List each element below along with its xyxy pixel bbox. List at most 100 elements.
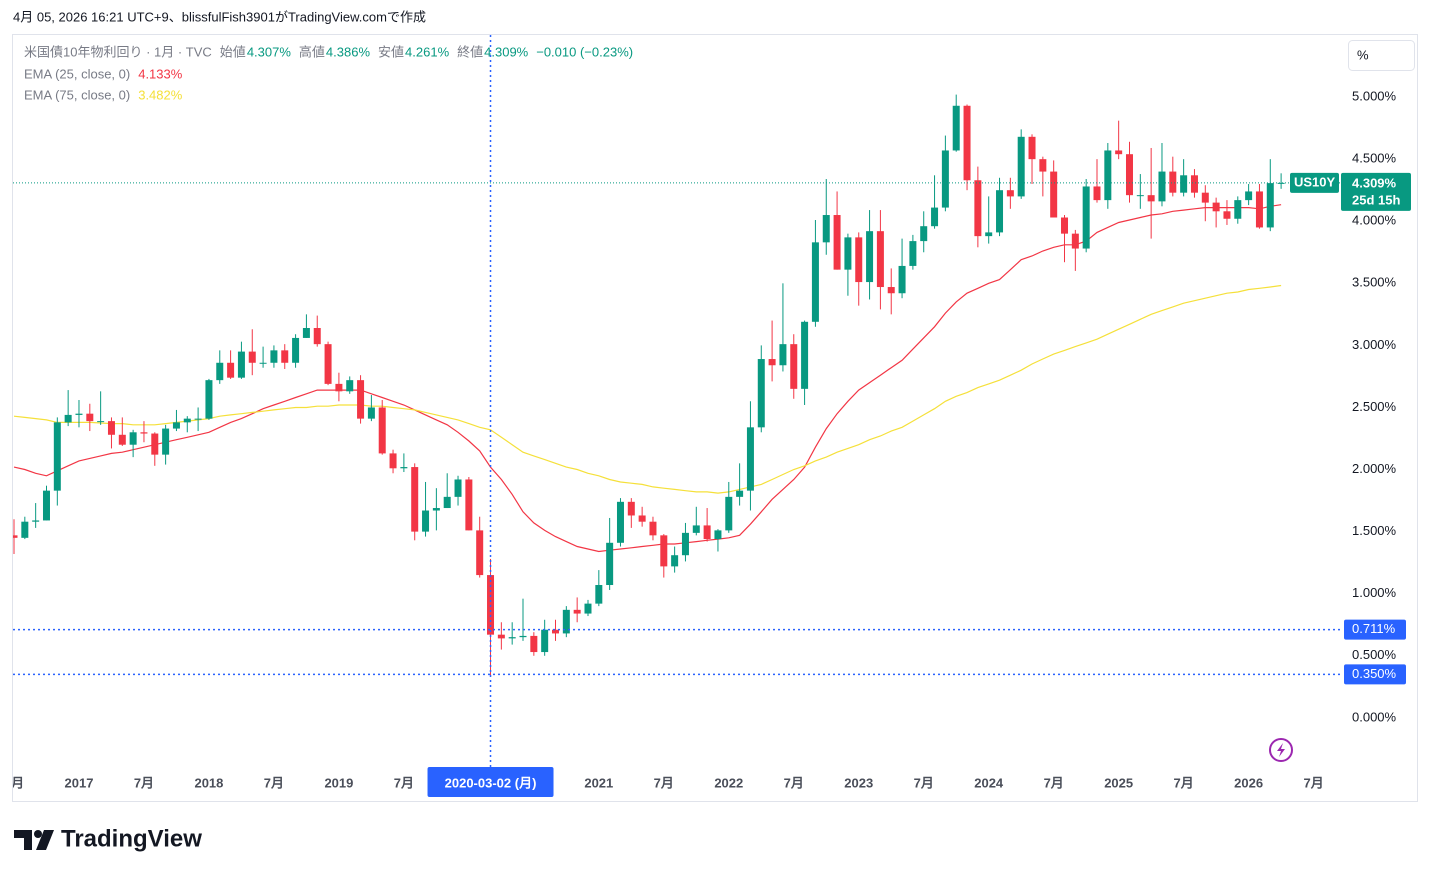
y-tick-label: 4.500% (1352, 151, 1397, 166)
candle-body (13, 535, 18, 538)
x-tick-label: 7月 (394, 775, 414, 790)
candle-body (335, 383, 343, 392)
candle-body (400, 467, 408, 469)
x-tick-label: 7月 (784, 775, 804, 790)
candle-body (681, 532, 689, 556)
candle-body (1245, 191, 1253, 201)
candle-body (97, 421, 105, 423)
x-tick-label: 2022 (714, 775, 743, 790)
candle-body (1125, 154, 1133, 196)
legend-title: 米国債10年物利回り · 1月 · TVC (24, 44, 212, 59)
legend-ohlc-value: 4.261% (405, 44, 450, 59)
y-tick-label: 3.500% (1352, 275, 1397, 290)
chart-frame (12, 34, 1418, 802)
tv-logo-mark (14, 830, 54, 850)
candle-body (801, 321, 809, 389)
candle-body (411, 467, 419, 532)
candle-body (952, 105, 960, 151)
candle-body (1039, 159, 1047, 172)
unit-button-label: % (1357, 47, 1369, 62)
y-tick-label: 1.000% (1352, 585, 1397, 600)
candle-body (357, 380, 365, 419)
y-tick-label: 0.500% (1352, 647, 1397, 662)
candle-body (443, 496, 451, 509)
legend-ohlc-label: 終値 (457, 44, 483, 59)
legend-indicator-name: EMA (75, close, 0) (24, 87, 130, 102)
legend-ohlc-value: 4.386% (326, 44, 371, 59)
candle-body (32, 520, 40, 522)
candle-body (757, 359, 765, 428)
candle-body (1212, 202, 1220, 212)
candle-body (86, 413, 94, 422)
legend-ohlc-label: 始値 (220, 44, 246, 59)
candle-body (627, 501, 635, 516)
candle-body (324, 344, 332, 384)
ema-line (13, 204, 1282, 553)
candle-body (1136, 195, 1144, 197)
candle-body (1082, 186, 1090, 249)
symbol-tag (1290, 172, 1339, 193)
candle-body (64, 414, 72, 423)
candle-body (302, 328, 310, 338)
x-tick-label: 7月 (134, 775, 154, 790)
candle-body (259, 362, 267, 364)
candle-body (281, 350, 289, 363)
candle-body (833, 215, 841, 270)
crosshair-time-tag (427, 767, 554, 797)
x-tick-label: 7月 (1303, 775, 1323, 790)
y-tick-label: 1.500% (1352, 523, 1397, 538)
candle-body (270, 350, 278, 363)
plot-area (13, 94, 1285, 676)
price-tag (1344, 619, 1406, 640)
ema-line (13, 284, 1282, 494)
candle-body (1190, 175, 1198, 193)
candle-body (1104, 150, 1112, 201)
tv-logo-text: TradingView (61, 825, 202, 852)
x-tick-label: 2017 (65, 775, 94, 790)
candle-body (237, 351, 245, 378)
candle-body (1169, 171, 1177, 193)
candle-body (768, 359, 776, 366)
y-tick-label: 3.000% (1352, 337, 1397, 352)
candle-body (692, 525, 700, 533)
legend-ohlc-value: 4.307% (247, 44, 292, 59)
candle-body (941, 150, 949, 208)
candle-body (703, 525, 711, 540)
symbol-tag-label: US10Y (1294, 174, 1336, 189)
candle-body (963, 105, 971, 181)
legend-ohlc-label: 安値 (378, 44, 404, 59)
crosshair-price-tag (1344, 664, 1406, 685)
candle-body (660, 535, 668, 567)
unit-button[interactable] (1348, 40, 1415, 71)
countdown-label: 25d 15h (1352, 192, 1400, 207)
candle-body (21, 521, 29, 538)
x-tick-label: 7月 (914, 775, 934, 790)
time-axis: 7月 2017 7月 2018 7月 2019 7月 2020-03-02 (月) 2021 7月… (13, 767, 1324, 797)
candle-body (378, 407, 386, 454)
legend-indicator-value: 3.482% (138, 87, 183, 102)
y-tick-label: 5.000% (1352, 89, 1397, 104)
candle-body (909, 241, 917, 266)
candle-body (1277, 182, 1285, 184)
candle-body (1115, 150, 1123, 155)
candle-body (454, 479, 462, 497)
candle-body (1071, 233, 1079, 249)
candle-body (227, 362, 235, 378)
candle-body (606, 542, 614, 586)
legend-indicator-value: 4.133% (138, 66, 183, 81)
candle-body (140, 432, 148, 434)
candle-body (811, 242, 819, 322)
legend-indicator-name: EMA (25, close, 0) (24, 66, 130, 81)
candle-body (1266, 183, 1274, 228)
legend-change: −0.010 (−0.23%) (536, 44, 633, 59)
candle-body (129, 432, 137, 445)
x-tick-label: 2026 (1234, 775, 1263, 790)
y-tick-label: 0.000% (1352, 709, 1397, 724)
candle-body (866, 231, 874, 283)
candle-body (996, 190, 1004, 233)
x-tick-label: 2018 (194, 775, 223, 790)
candle-body (248, 351, 256, 363)
lightning-icon[interactable] (1269, 738, 1293, 762)
candle-body (530, 635, 538, 653)
candle-body (1201, 192, 1209, 203)
